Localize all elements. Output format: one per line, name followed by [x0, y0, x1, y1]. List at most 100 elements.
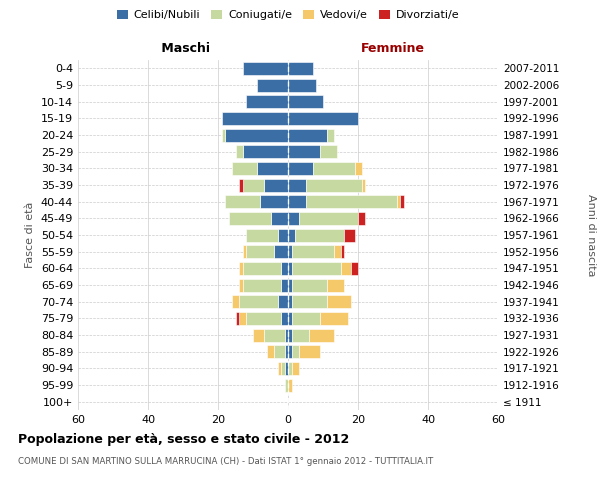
- Bar: [288, 95, 323, 108]
- Bar: [246, 228, 278, 241]
- Bar: [281, 278, 288, 291]
- Bar: [351, 262, 358, 275]
- Bar: [292, 362, 299, 375]
- Bar: [274, 345, 284, 358]
- Bar: [239, 178, 242, 192]
- Bar: [341, 262, 351, 275]
- Bar: [288, 245, 292, 258]
- Bar: [284, 345, 288, 358]
- Text: Popolazione per età, sesso e stato civile - 2012: Popolazione per età, sesso e stato civil…: [18, 432, 349, 446]
- Bar: [239, 312, 246, 325]
- Bar: [263, 328, 284, 342]
- Bar: [288, 278, 292, 291]
- Bar: [288, 128, 326, 141]
- Bar: [284, 328, 288, 342]
- Bar: [288, 178, 305, 192]
- Bar: [309, 328, 334, 342]
- Bar: [246, 245, 274, 258]
- Bar: [320, 312, 347, 325]
- Bar: [313, 162, 355, 175]
- Bar: [278, 295, 288, 308]
- Bar: [242, 278, 281, 291]
- Bar: [236, 145, 242, 158]
- Bar: [242, 145, 288, 158]
- Bar: [292, 245, 334, 258]
- Bar: [288, 145, 320, 158]
- Bar: [400, 195, 404, 208]
- Bar: [341, 245, 344, 258]
- Bar: [326, 295, 351, 308]
- Bar: [242, 262, 281, 275]
- Bar: [299, 345, 320, 358]
- Bar: [236, 312, 239, 325]
- Bar: [263, 178, 288, 192]
- Text: Anni di nascita: Anni di nascita: [586, 194, 596, 276]
- Bar: [267, 345, 274, 358]
- Bar: [221, 128, 225, 141]
- Bar: [271, 212, 288, 225]
- Bar: [284, 362, 288, 375]
- Bar: [362, 178, 365, 192]
- Bar: [358, 212, 365, 225]
- Bar: [295, 228, 344, 241]
- Bar: [292, 328, 309, 342]
- Bar: [246, 95, 288, 108]
- Bar: [239, 278, 242, 291]
- Bar: [232, 295, 239, 308]
- Bar: [225, 195, 260, 208]
- Bar: [397, 195, 400, 208]
- Bar: [281, 312, 288, 325]
- Bar: [355, 162, 362, 175]
- Bar: [305, 195, 397, 208]
- Bar: [292, 312, 320, 325]
- Bar: [253, 328, 263, 342]
- Bar: [257, 162, 288, 175]
- Bar: [320, 145, 337, 158]
- Bar: [278, 228, 288, 241]
- Bar: [292, 278, 326, 291]
- Bar: [305, 178, 362, 192]
- Bar: [326, 128, 334, 141]
- Bar: [260, 195, 288, 208]
- Bar: [284, 378, 288, 392]
- Bar: [288, 112, 358, 125]
- Bar: [242, 62, 288, 75]
- Bar: [292, 262, 341, 275]
- Bar: [278, 362, 281, 375]
- Bar: [292, 345, 299, 358]
- Bar: [288, 262, 292, 275]
- Bar: [288, 162, 313, 175]
- Bar: [281, 262, 288, 275]
- Bar: [288, 312, 292, 325]
- Bar: [281, 362, 284, 375]
- Bar: [225, 128, 288, 141]
- Bar: [288, 328, 292, 342]
- Bar: [274, 245, 288, 258]
- Bar: [299, 212, 358, 225]
- Bar: [292, 295, 326, 308]
- Bar: [288, 378, 292, 392]
- Bar: [288, 195, 305, 208]
- Bar: [288, 345, 292, 358]
- Bar: [257, 78, 288, 92]
- Bar: [242, 245, 246, 258]
- Bar: [288, 295, 292, 308]
- Bar: [344, 228, 355, 241]
- Legend: Celibi/Nubili, Coniugati/e, Vedovi/e, Divorziati/e: Celibi/Nubili, Coniugati/e, Vedovi/e, Di…: [112, 6, 464, 25]
- Bar: [221, 112, 288, 125]
- Bar: [288, 62, 313, 75]
- Bar: [288, 362, 292, 375]
- Bar: [229, 212, 271, 225]
- Bar: [232, 162, 257, 175]
- Bar: [288, 212, 299, 225]
- Bar: [239, 262, 242, 275]
- Y-axis label: Fasce di età: Fasce di età: [25, 202, 35, 268]
- Bar: [334, 245, 341, 258]
- Bar: [242, 178, 263, 192]
- Bar: [239, 295, 278, 308]
- Bar: [288, 78, 316, 92]
- Bar: [246, 312, 281, 325]
- Bar: [326, 278, 344, 291]
- Text: COMUNE DI SAN MARTINO SULLA MARRUCINA (CH) - Dati ISTAT 1° gennaio 2012 - TUTTIT: COMUNE DI SAN MARTINO SULLA MARRUCINA (C…: [18, 458, 433, 466]
- Bar: [288, 228, 295, 241]
